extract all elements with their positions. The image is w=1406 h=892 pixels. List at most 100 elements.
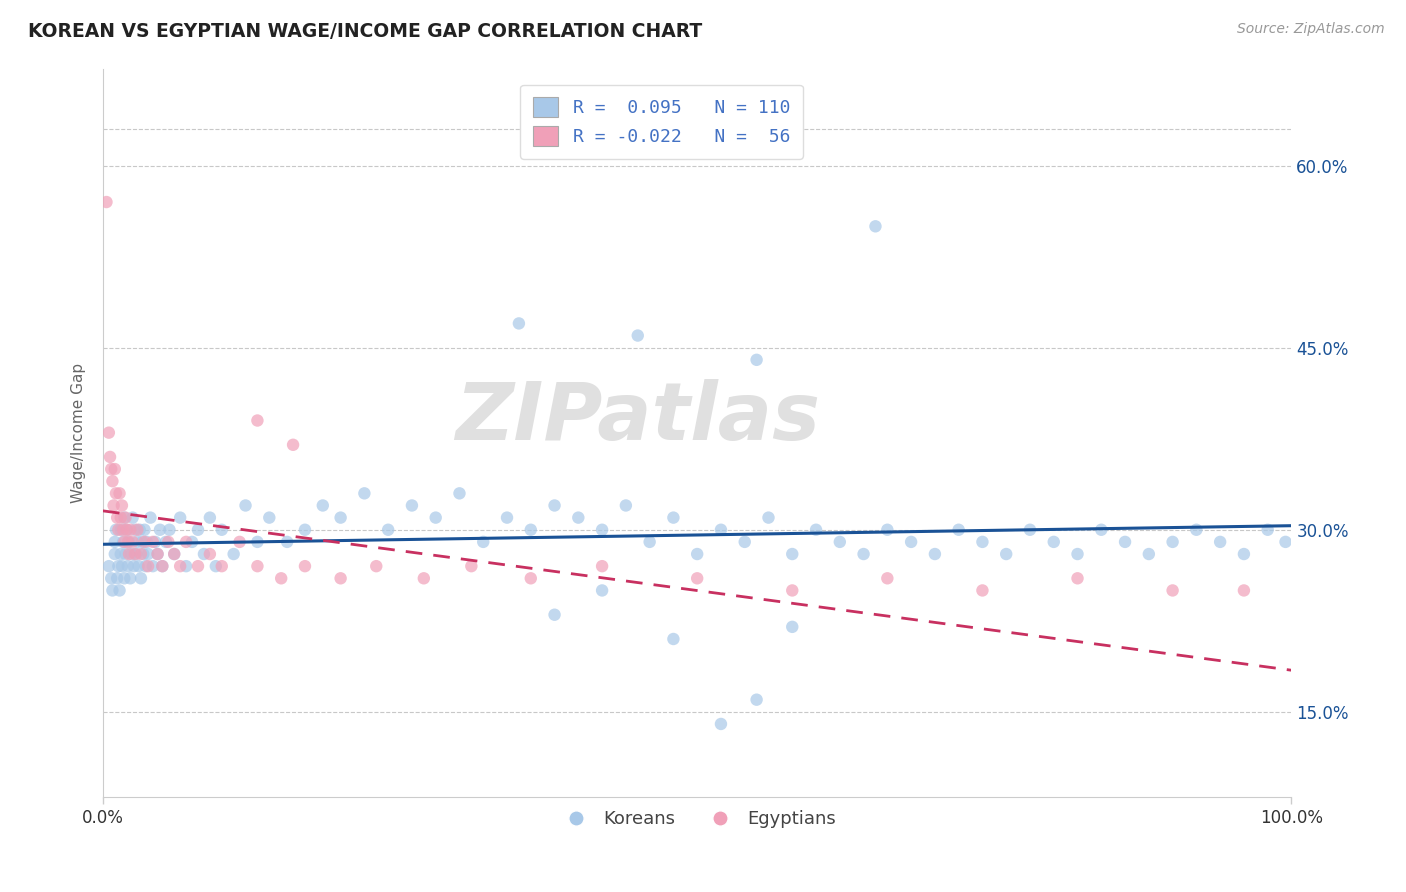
Point [281, 438, 304, 452]
Point [146, 547, 169, 561]
Point [543, 499, 565, 513]
Point [131, 535, 153, 549]
Point [377, 523, 399, 537]
Point [169, 559, 191, 574]
Point [135, 559, 157, 574]
Point [124, 547, 146, 561]
Point [142, 559, 165, 574]
Point [115, 523, 138, 537]
Point [118, 547, 141, 561]
Point [117, 559, 139, 574]
Point [1209, 535, 1232, 549]
Point [142, 535, 165, 549]
Point [591, 523, 613, 537]
Point [150, 559, 173, 574]
Point [638, 535, 661, 549]
Point [1137, 547, 1160, 561]
Point [876, 571, 898, 585]
Point [1066, 571, 1088, 585]
Point [107, 523, 129, 537]
Point [1090, 523, 1112, 537]
Point [132, 547, 155, 561]
Point [111, 559, 134, 574]
Point [111, 499, 134, 513]
Point [972, 535, 994, 549]
Point [118, 535, 141, 549]
Point [412, 571, 434, 585]
Point [211, 559, 233, 574]
Point [174, 535, 197, 549]
Point [472, 535, 495, 549]
Point [520, 523, 543, 537]
Point [136, 547, 159, 561]
Point [449, 486, 471, 500]
Point [120, 547, 142, 561]
Point [174, 559, 197, 574]
Point [122, 559, 145, 574]
Point [425, 510, 447, 524]
Point [169, 510, 191, 524]
Point [134, 523, 156, 537]
Point [710, 523, 733, 537]
Point [155, 535, 177, 549]
Point [924, 547, 946, 561]
Point [198, 547, 221, 561]
Point [222, 547, 245, 561]
Point [734, 535, 756, 549]
Point [1257, 523, 1279, 537]
Point [876, 523, 898, 537]
Point [1042, 535, 1064, 549]
Point [1274, 875, 1296, 889]
Point [114, 510, 136, 524]
Point [745, 692, 768, 706]
Point [780, 583, 803, 598]
Text: ZIPatlas: ZIPatlas [456, 379, 820, 457]
Point [294, 559, 316, 574]
Point [150, 559, 173, 574]
Point [567, 510, 589, 524]
Point [193, 547, 215, 561]
Point [139, 510, 162, 524]
Point [329, 510, 352, 524]
Point [353, 486, 375, 500]
Point [101, 474, 124, 488]
Point [228, 535, 250, 549]
Point [1161, 535, 1184, 549]
Point [112, 510, 135, 524]
Point [401, 499, 423, 513]
Point [710, 717, 733, 731]
Point [108, 583, 131, 598]
Point [104, 535, 127, 549]
Point [591, 583, 613, 598]
Point [1233, 583, 1256, 598]
Point [1185, 523, 1208, 537]
Point [105, 510, 128, 524]
Point [96, 194, 118, 209]
Point [134, 535, 156, 549]
Point [127, 523, 149, 537]
Point [187, 559, 209, 574]
Point [128, 523, 150, 537]
Point [900, 535, 922, 549]
Point [104, 462, 127, 476]
Point [496, 510, 519, 524]
Point [246, 413, 269, 427]
Point [107, 559, 129, 574]
Point [120, 523, 142, 537]
Point [460, 559, 482, 574]
Point [100, 571, 122, 585]
Point [211, 523, 233, 537]
Point [121, 510, 143, 524]
Point [112, 523, 135, 537]
Point [125, 547, 148, 561]
Point [1019, 523, 1042, 537]
Point [366, 559, 388, 574]
Point [115, 523, 138, 537]
Point [1114, 535, 1136, 549]
Point [627, 328, 650, 343]
Point [104, 523, 127, 537]
Legend: Koreans, Egyptians: Koreans, Egyptians [551, 803, 844, 835]
Point [104, 547, 127, 561]
Point [127, 535, 149, 549]
Point [329, 571, 352, 585]
